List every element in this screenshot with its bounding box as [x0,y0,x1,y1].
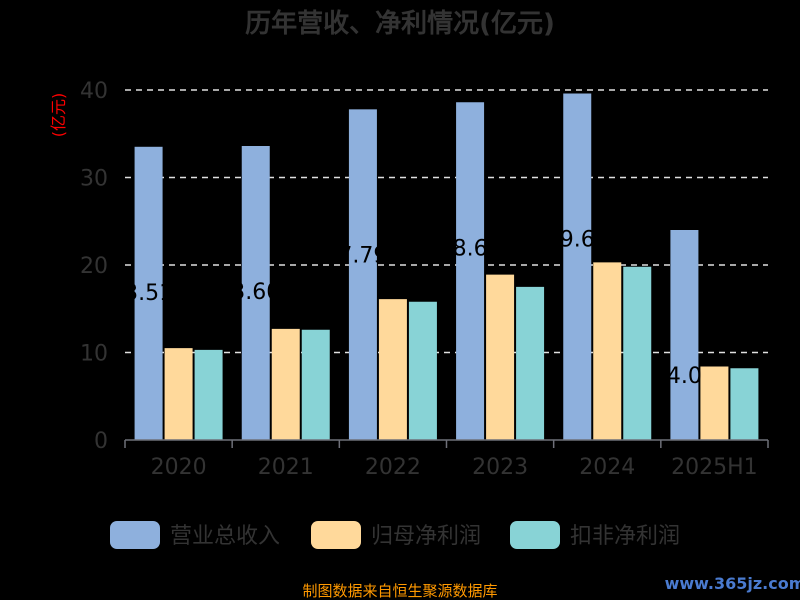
data-label: 3.51 [124,281,173,306]
bar [730,368,759,440]
legend: 营业总收入 归母净利润 扣非净利润 [110,521,680,549]
data-label: 7.79 [338,243,387,268]
y-tick-label: 30 [80,167,108,192]
legend-label: 扣非净利润 [570,524,680,549]
y-tick-label: 0 [94,429,108,454]
watermark: www.365jz.com [665,574,800,593]
legend-label: 营业总收入 [170,524,280,549]
bar [378,299,407,440]
bar [134,146,163,440]
bar [456,102,485,440]
bar [700,366,729,440]
y-tick-label: 20 [80,254,108,279]
legend-label: 归母净利润 [371,524,481,549]
legend-swatch [110,521,160,549]
bar [670,230,699,440]
y-tick-labels: 0 10 20 30 40 [80,79,108,454]
x-tick-label: 2025H1 [671,455,758,480]
y-tick-label: 40 [80,79,108,104]
y-tick-label: 10 [80,342,108,367]
bars [134,93,759,441]
bar [194,349,223,440]
data-label: 8.6 [453,236,488,261]
source-text: 制图数据来自恒生聚源数据库 [302,582,497,600]
data-label: 4.0 [667,364,702,389]
legend-swatch [311,521,361,549]
legend-swatch [510,521,560,549]
bar [408,301,437,440]
bar [241,146,270,440]
bar [164,348,193,440]
x-tick-label: 2024 [579,455,635,480]
y-axis-label: (亿元) [49,93,68,138]
gridlines [125,89,768,354]
data-labels: 3.51 3.60 7.79 8.6 9.6 4.0 [124,228,702,390]
bar [271,328,300,440]
bar [486,274,515,440]
chart-title: 历年营收、净利情况(亿元) [245,8,555,39]
bar [516,286,545,440]
bar [348,109,377,441]
bar [593,262,622,440]
bar [301,329,330,440]
x-tick-label: 2022 [365,455,421,480]
data-label: 3.60 [231,280,280,305]
data-label: 9.6 [560,228,595,253]
x-tick-label: 2023 [472,455,528,480]
x-tick-labels: 2020 2021 2022 2023 2024 2025H1 [124,440,769,480]
x-tick-label: 2020 [151,455,207,480]
bar [563,93,592,440]
x-tick-label: 2021 [258,455,314,480]
bar [623,266,652,440]
